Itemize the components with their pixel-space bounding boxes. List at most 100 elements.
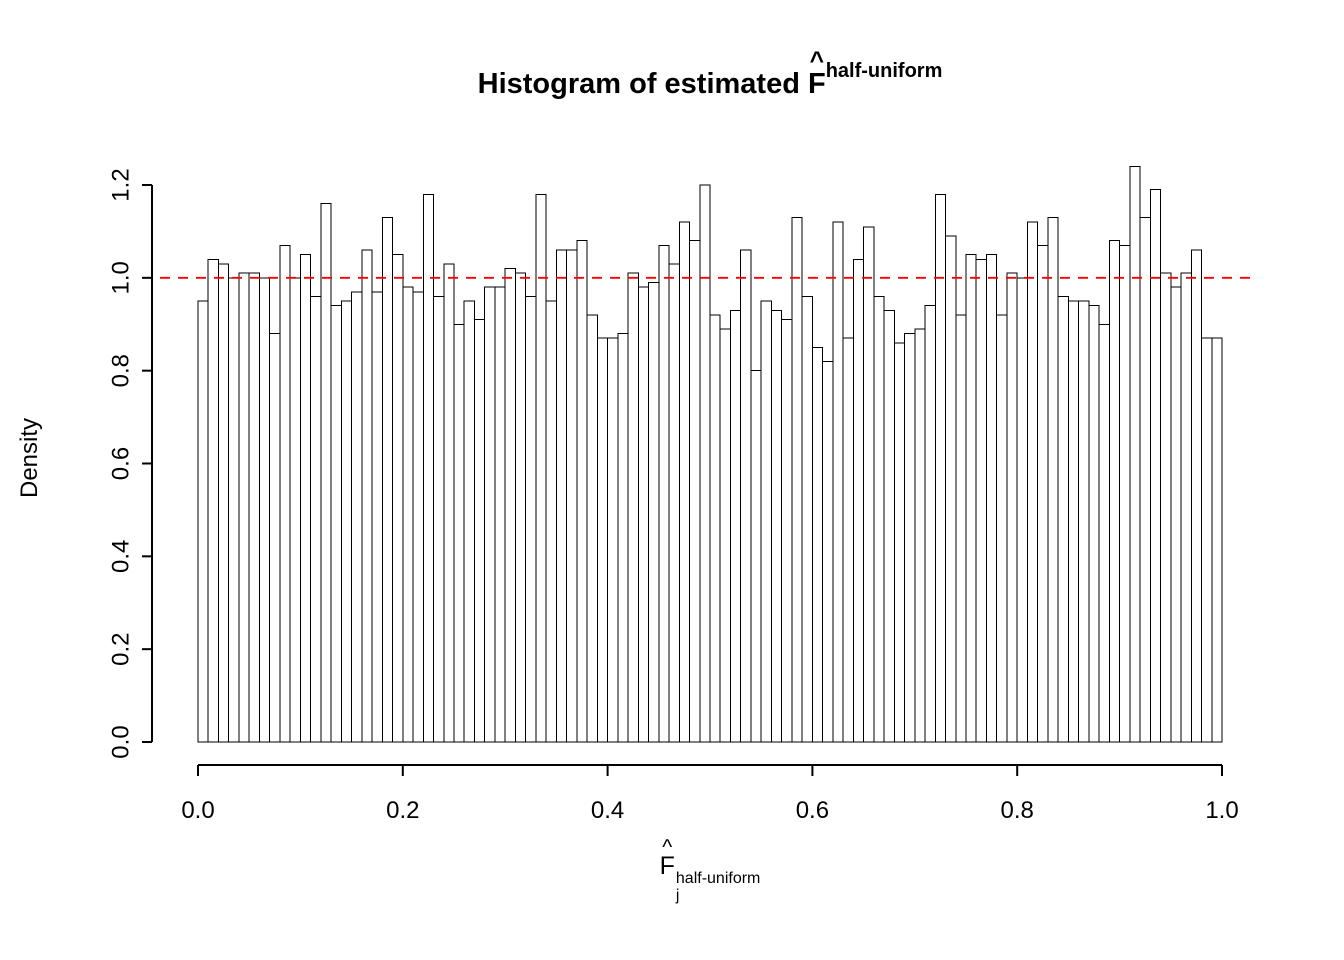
histogram-bar (453, 323, 465, 743)
histogram-bar (433, 295, 445, 743)
histogram-bar (1139, 216, 1151, 743)
histogram-bar (1170, 286, 1182, 743)
histogram-bar (914, 328, 926, 743)
histogram-bar (361, 249, 373, 743)
histogram-bar (1180, 272, 1192, 743)
histogram-bar (607, 337, 619, 743)
histogram-bar (217, 263, 230, 743)
histogram-bar (545, 300, 557, 743)
x-axis-label-subscript: j (675, 886, 680, 904)
histogram-bar (392, 254, 404, 743)
histogram-bar (484, 286, 496, 743)
histogram-bar (770, 309, 783, 743)
histogram-bar (883, 309, 895, 743)
x-axis-label-superscript: half-uniform (675, 869, 761, 887)
hat-accent: ^ (662, 834, 673, 859)
y-axis-tick-label: 0.4 (107, 540, 134, 573)
histogram-bar (566, 249, 578, 743)
histogram-bar (320, 203, 332, 743)
histogram-bar (1160, 272, 1172, 743)
histogram-bar (555, 249, 568, 743)
histogram-bar (904, 333, 916, 743)
histogram-bar (955, 314, 967, 743)
x-axis-tick-label: 0.8 (1001, 797, 1034, 824)
histogram-bar (822, 360, 834, 743)
x-axis-tick-label: 0.4 (591, 797, 624, 824)
y-axis-tick-label: 0.8 (107, 354, 134, 387)
histogram-bar (617, 333, 629, 743)
histogram-bar (965, 254, 977, 743)
histogram-bar (627, 272, 639, 743)
histogram-bar (330, 305, 342, 743)
histogram-bar (750, 370, 762, 743)
histogram-bar (668, 263, 680, 743)
histogram-bar (422, 193, 435, 743)
histogram-bar (689, 240, 701, 743)
y-axis-tick-label: 0.0 (107, 725, 134, 758)
x-axis-tick-label: 0.0 (181, 797, 214, 824)
histogram-bar (760, 300, 772, 743)
histogram-bar (637, 286, 650, 743)
histogram-bar (289, 277, 301, 743)
y-axis-label: Density (16, 417, 43, 499)
histogram-bar (1067, 300, 1080, 743)
chart-title-text: Histogram of estimated (477, 68, 808, 100)
y-axis-tick-label: 0.2 (107, 632, 134, 665)
histogram-bar (279, 244, 291, 743)
chart-title-superscript: half-uniform (825, 60, 943, 82)
histogram-bar (648, 281, 660, 743)
histogram-bar (269, 333, 281, 743)
histogram-bar (1119, 244, 1131, 743)
histogram-bar (1057, 295, 1069, 743)
histogram-bar (811, 346, 824, 743)
histogram-bar (402, 286, 414, 743)
histogram-bar (924, 305, 936, 743)
histogram-bar (310, 295, 322, 743)
x-axis-label-scripts: half-uniform j (675, 869, 761, 905)
histogram-bar (1129, 165, 1141, 743)
histogram-bar (238, 272, 250, 743)
plot-axes: 0.0 0.2 0.4 0.6 0.8 1.0 1.2 0.0 0.2 0.4 0.6 0.8 1.0 (107, 168, 1238, 824)
histogram-bar (596, 337, 609, 743)
hat-accent: ^ (809, 48, 825, 76)
histogram-bar (873, 295, 885, 743)
histogram-bar (1016, 277, 1028, 743)
x-axis-tick-label: 0.2 (386, 797, 419, 824)
histogram-bar (514, 272, 527, 743)
histogram-bar (228, 277, 240, 743)
histogram-bar (443, 263, 455, 743)
histogram-bar (207, 258, 219, 743)
histogram-bar (1078, 300, 1090, 743)
histogram-bar (494, 286, 506, 743)
histogram-bar (791, 216, 803, 743)
histogram-bar (934, 193, 947, 743)
histogram-bar (719, 328, 731, 743)
chart-title: Histogram of estimated F ^ half-uniform (198, 48, 1222, 101)
histogram-bar (1047, 216, 1059, 743)
histogram-bars (197, 165, 1223, 743)
histogram-bar (975, 258, 987, 743)
histogram-bar (299, 254, 312, 743)
x-axis-label: F ^ half-uniform j (198, 836, 1222, 905)
f-hat-symbol: F ^ (807, 48, 826, 100)
histogram-bar (1098, 323, 1110, 743)
histogram-bar (852, 258, 865, 743)
histogram-bar (996, 314, 1008, 743)
histogram-bar (678, 221, 691, 743)
histogram-bar (842, 337, 854, 743)
histogram-bar (412, 291, 424, 743)
histogram-bar (473, 319, 486, 743)
x-axis-tick-label: 0.6 (796, 797, 829, 824)
x-axis-tick-label: 1.0 (1205, 797, 1238, 824)
histogram-bar (1026, 221, 1039, 743)
histogram-bar (248, 272, 260, 743)
histogram-bar (729, 309, 742, 743)
histogram-bar (1211, 337, 1223, 743)
histogram-bar (576, 240, 588, 743)
histogram-bar (699, 184, 711, 743)
histogram-bar (1201, 337, 1213, 743)
y-axis-tick-label: 1.0 (107, 261, 134, 294)
histogram-bar (504, 268, 516, 743)
histogram-bar (258, 277, 271, 743)
